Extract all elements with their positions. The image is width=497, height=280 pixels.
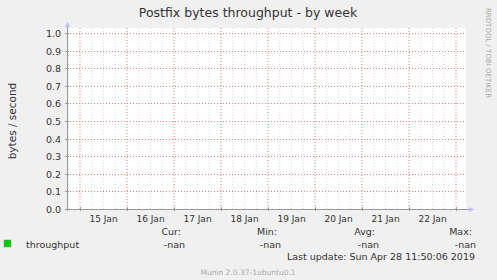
y-tick-label: 0.8 — [46, 63, 61, 74]
legend-header: Min: — [257, 226, 277, 237]
legend-header: Cur: — [161, 226, 181, 237]
y-grid — [67, 103, 466, 104]
x-grid-minor — [385, 28, 386, 209]
x-grid-minor — [432, 28, 433, 209]
x-axis — [65, 209, 469, 210]
x-grid-minor — [397, 28, 398, 209]
y-tick-label: 0.9 — [46, 46, 61, 57]
x-grid-major — [80, 28, 81, 209]
legend-stat: -nan — [260, 239, 281, 250]
x-grid-minor — [256, 28, 257, 209]
x-grid-major — [315, 28, 316, 209]
x-grid-minor — [326, 28, 327, 209]
x-tick-label: 17 Jan — [183, 214, 211, 224]
x-grid-major — [409, 28, 410, 209]
x-grid-minor — [185, 28, 186, 209]
y-tick-label: 1.0 — [46, 28, 61, 39]
x-grid-minor — [279, 28, 280, 209]
last-update: Last update: Sun Apr 28 11:50:06 2019 — [287, 251, 475, 262]
y-grid — [67, 156, 466, 157]
x-grid-minor — [303, 28, 304, 209]
title: Postfix bytes throughput - by week — [139, 5, 358, 20]
x-grid-minor — [232, 28, 233, 209]
x-grid-minor — [444, 28, 445, 209]
x-grid-minor — [162, 28, 163, 209]
watermark: RRDTOOL / TOBI OETIKER — [484, 8, 492, 98]
x-grid-minor — [91, 28, 92, 209]
y-tick-label: 0.5 — [46, 116, 61, 127]
x-grid-major — [268, 28, 269, 209]
x-axis-arrow — [469, 207, 474, 212]
x-grid-minor — [209, 28, 210, 209]
y-tick-label: 0.6 — [46, 98, 61, 109]
y-tick-label: 0.2 — [46, 169, 61, 180]
x-grid-minor — [420, 28, 421, 209]
x-tick-label: 16 Jan — [136, 214, 164, 224]
y-tick-label: 0.1 — [46, 186, 61, 197]
y-axis — [67, 25, 68, 211]
x-grid-major — [456, 28, 457, 209]
x-grid-minor — [350, 28, 351, 209]
y-axis-label: bytes / second — [6, 83, 18, 160]
x-grid-minor — [244, 28, 245, 209]
chart: Postfix bytes throughput - by week bytes … — [0, 0, 497, 280]
x-tick-label: 20 Jan — [324, 214, 352, 224]
x-grid-minor — [150, 28, 151, 209]
x-tick-label: 15 Jan — [89, 214, 117, 224]
y-grid — [67, 139, 466, 140]
y-grid — [67, 174, 466, 175]
x-grid-major — [221, 28, 222, 209]
x-grid-minor — [373, 28, 374, 209]
legend-stat: -nan — [164, 239, 185, 250]
x-grid-major — [362, 28, 363, 209]
x-grid-major — [127, 28, 128, 209]
plot-area — [67, 28, 466, 209]
y-tick-label: 0.0 — [46, 204, 61, 215]
x-grid-major — [174, 28, 175, 209]
legend-stat: -nan — [455, 239, 476, 250]
footer: Munin 2.0.37-1ubuntu0.1 — [200, 268, 295, 277]
y-tick-label: 0.4 — [46, 134, 61, 145]
y-grid — [67, 191, 466, 192]
x-grid-minor — [338, 28, 339, 209]
y-grid — [67, 86, 466, 87]
y-grid — [67, 33, 466, 34]
x-grid-minor — [197, 28, 198, 209]
x-grid-minor — [138, 28, 139, 209]
legend-header: Max: — [449, 226, 472, 237]
y-axis-arrow — [65, 22, 70, 27]
x-tick-label: 19 Jan — [277, 214, 305, 224]
x-grid-minor — [291, 28, 292, 209]
y-tick-label: 0.7 — [46, 81, 61, 92]
x-tick-label: 18 Jan — [230, 214, 258, 224]
legend-stat: -nan — [358, 239, 379, 250]
y-tick-label: 0.3 — [46, 151, 61, 162]
y-grid — [67, 51, 466, 52]
y-grid — [67, 68, 466, 69]
x-tick-label: 21 Jan — [371, 214, 399, 224]
y-grid — [67, 121, 466, 122]
x-tick-label: 22 Jan — [418, 214, 446, 224]
background — [0, 0, 497, 280]
legend-header: Avg: — [354, 226, 375, 237]
x-grid-minor — [115, 28, 116, 209]
x-grid-minor — [103, 28, 104, 209]
legend-label: throughput — [26, 239, 79, 250]
legend-swatch — [4, 240, 11, 247]
